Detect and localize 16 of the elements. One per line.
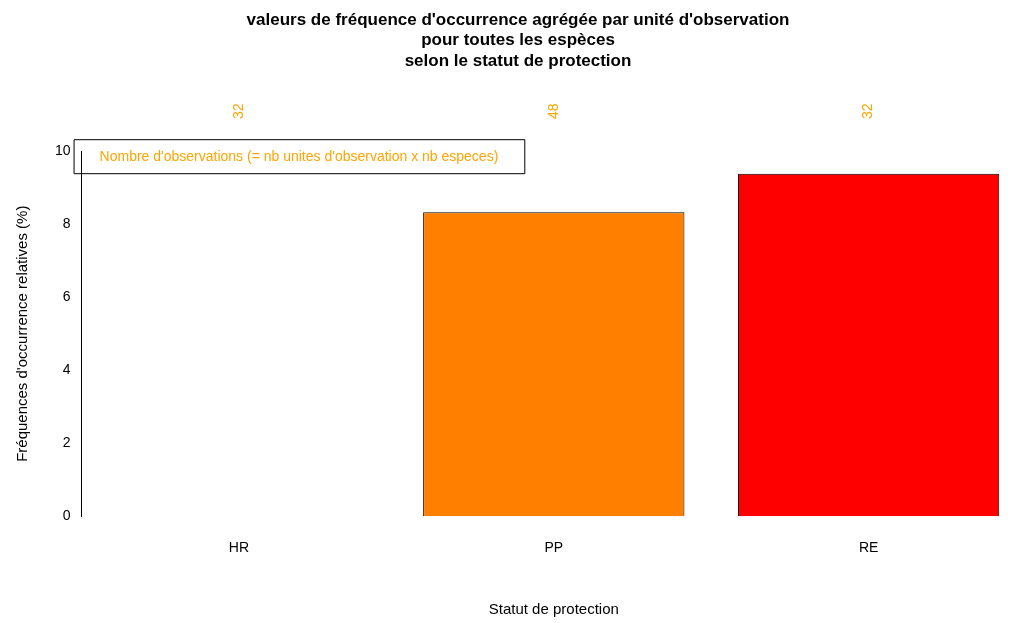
y-tick-label: 4 <box>62 361 71 378</box>
x-tick-label: HR <box>228 539 250 556</box>
y-tick-label: 2 <box>62 434 71 451</box>
text: 32 <box>229 103 246 119</box>
text: 32 <box>859 103 876 119</box>
y-axis-title: Fréquences d'occurrence relatives (%) <box>13 205 31 462</box>
y-tick-label: 6 <box>62 288 71 305</box>
chart-title: valeurs de fréquence d'occurrence agrégée par unité d'observation pour toutes les espèces selon le statut de protection <box>246 9 790 70</box>
x-tick-label: PP <box>544 539 564 556</box>
y-tick-label: 0 <box>62 507 71 524</box>
text: 48 <box>544 103 561 119</box>
y-tick-label: 10 <box>54 142 71 159</box>
y-tick-label: 8 <box>62 215 71 232</box>
annotation: Nombre d'observations (= nb unites d'observation x nb especes) <box>99 148 499 165</box>
x-tick-label: RE <box>858 539 879 556</box>
x-axis-title: Statut de protection <box>488 600 619 618</box>
